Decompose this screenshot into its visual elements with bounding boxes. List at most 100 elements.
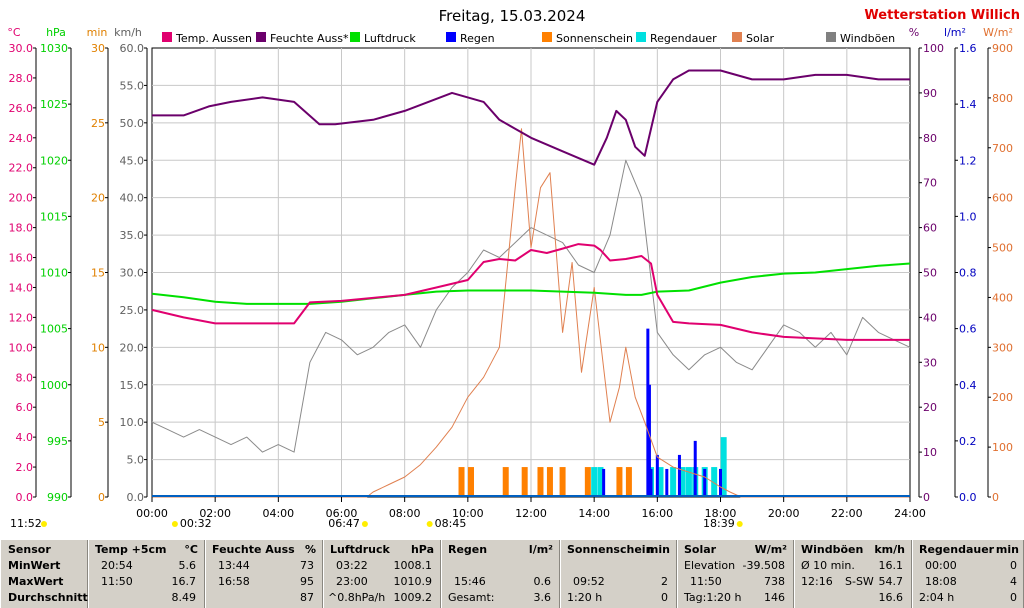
stats-col-pressure: Luftdruck hPa 03:22 1008.1 23:00 1010.9 ^0.… [323,540,441,608]
y-tick-label-solar: 700 [992,142,1013,155]
y-tick-label-solar: 200 [992,391,1013,404]
legend-swatch [636,32,646,42]
y-tick-label-wind: 60.0 [120,42,145,55]
y-tick-label-sun_min: 20 [91,192,105,205]
humidity-title: Feuchte Auss [212,543,295,556]
raindur-max-time: 18:08 [925,575,957,588]
temp-unit: °C [184,543,198,556]
y-tick-label-temp: 12.0 [9,311,34,324]
bar-sonnenschein [467,467,474,497]
humidity-max-value: 95 [300,575,314,588]
sunshine-title: Sonnenschein [567,543,654,556]
stats-col-wind: Windböen km/h Ø 10 min. 16.1 12:16 S-SW 54.7… [794,540,912,608]
pressure-max-value: 1010.9 [393,575,433,588]
bar-regen [646,328,650,497]
y-tick-label-solar: 300 [992,341,1013,354]
pressure-max-time: 23:00 [336,575,368,588]
sunshine-duration: 1:20 h [567,591,603,604]
bar-regen [665,468,669,497]
y-tick-label-temp: 28.0 [9,72,34,85]
stats-col-humidity: Feuchte Auss% 13:44 73 16:58 95 87 [205,540,323,608]
y-tick-label-sun_min: 30 [91,42,105,55]
legend-label: Temp. Aussen [175,32,252,45]
legend-swatch [446,32,456,42]
marker-b: 08:45 [435,517,467,530]
y-tick-label-sun_min: 10 [91,341,105,354]
bar-regen [649,468,653,497]
bar-regendauer [597,467,604,497]
legend-swatch [350,32,360,42]
bar-regendauer [591,467,598,497]
y-tick-label-pressure: 1020 [40,154,68,167]
temp-max-time: 11:50 [101,575,133,588]
y-tick-label-temp: 8.0 [16,371,34,384]
bar-sonnenschein [559,467,566,497]
rain-total-label: Gesamt: [448,591,495,604]
y-tick-label-solar: 500 [992,242,1013,255]
bar-regen [703,468,707,497]
solar-avg-value: 146 [764,591,785,604]
legend-swatch [256,32,266,42]
y-tick-label-solar: 0 [992,491,999,504]
y-tick-label-sun_min: 15 [91,267,105,280]
y-tick-label-humidity: 10 [923,446,937,459]
y-tick-label-wind: 50.0 [120,117,145,130]
x-tick-label: 18:00 [705,507,737,520]
y-tick-label-humidity: 20 [923,401,937,414]
temp-min-time: 20:54 [101,559,133,572]
y-tick-label-wind: 30.0 [120,267,145,280]
legend-swatch [826,32,836,42]
bar-sonnenschein [521,467,528,497]
stats-panel: Sensor MinWert MaxWert Durchschnitt Temp… [0,540,1024,608]
y-tick-label-rain: 0.0 [959,491,977,504]
legend-swatch [732,32,742,42]
x-tick-label: 08:00 [389,507,421,520]
legend-label: Regendauer [650,32,717,45]
bar-sonnenschein [584,467,591,497]
wind-max-time: 12:16 [801,575,833,588]
y-tick-label-rain: 1.0 [959,210,977,223]
pressure-min-value: 1008.1 [393,559,433,572]
y-tick-label-temp: 0.0 [16,491,34,504]
axes: 00:00 02:00 04:00 06:00 08:00 10:00 12:00 14:00… [7,26,1013,530]
bar-regen [602,468,606,497]
sunrise-label: 06:47 [328,517,360,530]
temp-avg-value: 8.49 [171,591,197,604]
y-tick-label-pressure: 995 [47,435,68,448]
y-tick-label-solar: 900 [992,42,1013,55]
sun-marker-icon [426,521,433,527]
x-tick-label: 06:00 [326,507,358,520]
x-tick-label: 16:00 [641,507,673,520]
x-tick-label: 04:00 [262,507,294,520]
y-tick-label-rain: 1.6 [959,42,977,55]
rain-max-time: 15:46 [454,575,486,588]
bar-regendauer [679,467,686,497]
bar-sonnenschein [616,467,623,497]
y-tick-label-humidity: 0 [923,491,930,504]
y-tick-label-humidity: 60 [923,222,937,235]
sunshine-max-time: 09:52 [573,575,605,588]
raindur-duration: 2:04 h [919,591,955,604]
rain-total-value: 3.6 [533,591,552,604]
pressure-title: Luftdruck [330,543,390,556]
y-tick-label-rain: 0.8 [959,267,977,280]
y-unit-wind: km/h [114,26,142,39]
y-unit-humidity: % [909,26,919,39]
stats-label-min: MinWert [8,559,61,572]
raindur-min-time: 00:00 [925,559,957,572]
y-tick-label-wind: 45.0 [120,154,145,167]
bar-regen [719,468,722,497]
y-tick-label-temp: 14.0 [9,281,34,294]
wind-max-dir: S-SW [845,575,874,588]
wind-avg10-label: Ø 10 min. [801,559,855,572]
wind-title: Windböen [801,543,864,556]
bar-regen [693,440,697,497]
y-tick-label-humidity: 40 [923,311,937,324]
solar-unit: W/m² [754,543,787,556]
raindur-avg-value: 0 [1010,591,1017,604]
legend-label: Luftdruck [364,32,416,45]
legend-label: Windböen [840,32,895,45]
temp-title: Temp +5cm [95,543,167,556]
humidity-min-time: 13:44 [218,559,250,572]
weather-chart: 00:00 02:00 04:00 06:00 08:00 10:00 12:00 14:00… [7,7,1020,530]
